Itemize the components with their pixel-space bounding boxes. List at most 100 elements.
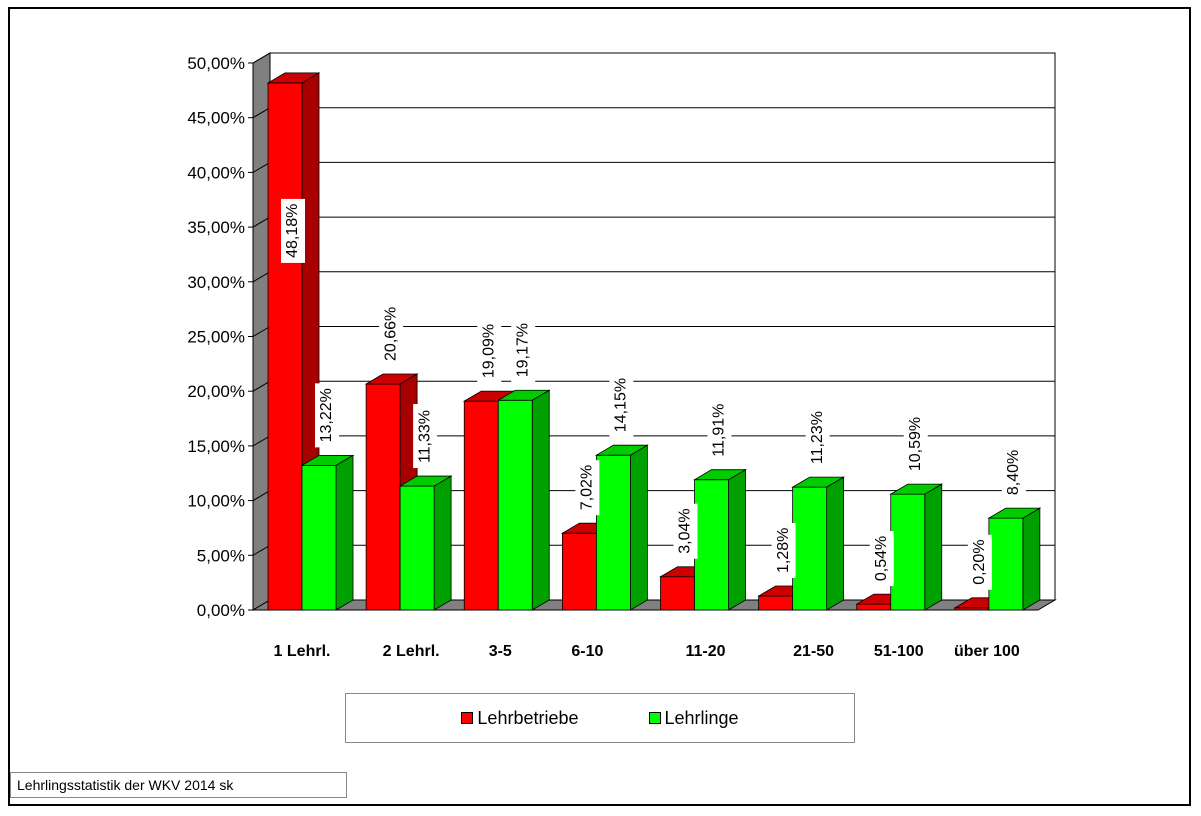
x-category-label: 3-5 xyxy=(489,643,512,660)
data-label-lehrbetriebe: 1,28% xyxy=(775,528,792,573)
y-tick-label: 45,00% xyxy=(187,109,245,128)
bar-lehrlinge-top xyxy=(791,476,846,488)
data-label-box xyxy=(771,522,796,578)
y-tick-label: 35,00% xyxy=(187,218,245,237)
gridline-diagonal xyxy=(252,490,271,502)
data-label-lehrbetriebe: 3,04% xyxy=(677,508,694,553)
x-category-label: 11-20 xyxy=(685,643,725,660)
bar-lehrlinge xyxy=(399,485,435,611)
gridline-diagonal xyxy=(252,107,271,119)
data-label-lehrbetriebe: 20,66% xyxy=(382,307,399,361)
gridline-diagonal xyxy=(252,544,271,556)
bar-lehrlinge xyxy=(988,517,1024,611)
data-label-lehrlinge: 8,40% xyxy=(1005,450,1022,495)
bar-lehrlinge xyxy=(497,399,533,611)
data-label-lehrlinge: 13,22% xyxy=(318,388,335,442)
data-label-box xyxy=(413,404,438,469)
legend-swatch-lehrlinge xyxy=(648,712,661,724)
data-label-box xyxy=(281,198,305,263)
bar-lehrlinge xyxy=(301,464,337,611)
bar-lehrlinge xyxy=(595,454,631,611)
y-tick-label: 20,00% xyxy=(187,382,245,401)
bar-lehrlinge-side xyxy=(433,475,452,611)
gridline-diagonal xyxy=(252,161,271,173)
data-label-box xyxy=(903,412,928,477)
data-label-lehrbetriebe: 0,54% xyxy=(873,536,890,581)
x-category-label: über 100 xyxy=(954,643,1020,660)
y-tick-label: 0,00% xyxy=(197,601,245,620)
gridline-diagonal xyxy=(252,52,271,64)
legend-item-lehrlinge: Lehrlinge xyxy=(648,707,739,729)
bar-lehrlinge xyxy=(694,479,729,611)
legend-item-lehrbetriebe: Lehrbetriebe xyxy=(461,707,579,729)
bar-lehrbetriebe xyxy=(463,400,499,611)
bar-lehrlinge-top xyxy=(398,475,453,487)
bar-lehrbetriebe xyxy=(758,595,794,611)
bar-lehrlinge-side xyxy=(924,483,943,611)
bar-lehrlinge-side xyxy=(629,444,648,611)
gridline-diagonal xyxy=(252,216,271,228)
legend-label-lehrbetriebe: Lehrbetriebe xyxy=(477,707,579,728)
bar-lehrlinge-side xyxy=(826,476,845,611)
legend-label-lehrlinge: Lehrlinge xyxy=(664,707,739,728)
bar-lehrlinge-top xyxy=(987,507,1042,519)
bar-lehrbetriebe-top xyxy=(266,72,321,84)
data-label-lehrlinge: 10,59% xyxy=(907,417,924,471)
bar-lehrlinge-side xyxy=(531,389,550,611)
gridline-diagonal xyxy=(252,326,271,337)
data-label-box xyxy=(1001,445,1026,501)
bar-lehrlinge-side xyxy=(335,454,354,611)
x-category-label: 1 Lehrl. xyxy=(274,643,331,660)
y-tick-label: 15,00% xyxy=(187,437,245,456)
data-label-lehrbetriebe: 48,18% xyxy=(284,204,301,258)
data-label-box xyxy=(869,531,894,587)
bar-lehrlinge-top xyxy=(300,454,355,466)
gridline-diagonal xyxy=(252,435,271,447)
source-footnote: Lehrlingsstatistik der WKV 2014 sk xyxy=(10,772,347,798)
x-category-label: 21-50 xyxy=(793,643,834,660)
data-label-box xyxy=(379,301,404,366)
data-label-box xyxy=(511,318,536,383)
data-label-box xyxy=(575,460,600,516)
legend-swatch-lehrbetriebe xyxy=(461,712,474,724)
y-tick-label: 5,00% xyxy=(197,546,245,565)
bar-lehrlinge xyxy=(792,486,828,611)
bar-lehrbetriebe-top xyxy=(364,373,419,385)
data-label-box xyxy=(609,373,634,438)
data-label-box xyxy=(315,383,339,448)
data-label-lehrlinge: 19,17% xyxy=(514,323,531,377)
data-label-lehrbetriebe: 7,02% xyxy=(579,465,596,510)
y-tick-label: 25,00% xyxy=(187,328,245,347)
data-label-box xyxy=(967,534,992,590)
data-label-lehrbetriebe: 0,20% xyxy=(971,539,988,584)
data-label-lehrlinge: 11,91% xyxy=(711,404,728,457)
y-tick-label: 50,00% xyxy=(187,54,245,73)
data-label-box xyxy=(707,397,732,462)
data-label-box xyxy=(477,319,502,384)
data-label-lehrlinge: 11,33% xyxy=(416,410,433,463)
y-tick-label: 10,00% xyxy=(187,492,245,511)
data-label-box xyxy=(673,503,698,559)
legend: Lehrbetriebe Lehrlinge xyxy=(345,693,855,743)
data-label-lehrlinge: 14,15% xyxy=(613,378,630,432)
x-category-label: 6-10 xyxy=(571,643,603,660)
data-label-lehrlinge: 11,23% xyxy=(809,411,826,464)
bar-lehrlinge-side xyxy=(1022,507,1041,611)
bar-lehrlinge-top xyxy=(496,389,551,401)
x-category-label: 2 Lehrl. xyxy=(383,643,440,660)
bar-lehrbetriebe xyxy=(561,532,597,611)
data-label-box xyxy=(805,405,830,470)
bar-lehrlinge-top xyxy=(594,444,649,456)
bar-lehrbetriebe xyxy=(267,82,303,611)
y-tick-label: 40,00% xyxy=(187,163,245,182)
x-category-label: 51-100 xyxy=(874,643,924,660)
bar-lehrlinge-top xyxy=(889,483,944,495)
bar-lehrlinge xyxy=(890,493,926,611)
bar-lehrlinge-top xyxy=(693,469,747,481)
gridline-diagonal xyxy=(252,271,271,283)
y-tick-label: 30,00% xyxy=(187,273,245,292)
bar-lehrbetriebe xyxy=(856,603,892,611)
bar-lehrlinge-side xyxy=(728,469,746,611)
data-label-lehrbetriebe: 19,09% xyxy=(480,324,497,378)
